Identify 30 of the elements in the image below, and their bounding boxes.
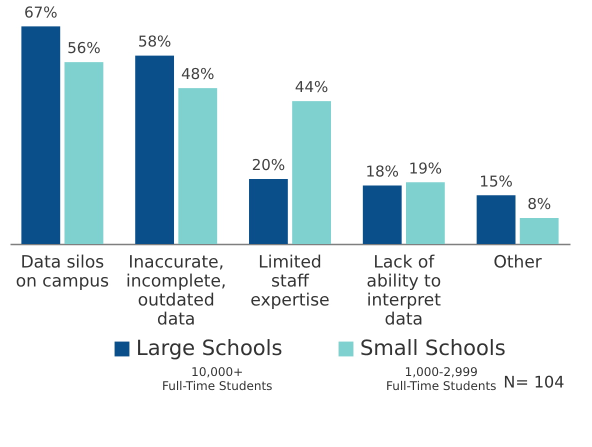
bar bbox=[476, 195, 516, 244]
x-tick-label: Lack of ability to interpret data bbox=[366, 252, 442, 330]
data-label: 20% bbox=[252, 156, 286, 174]
bar bbox=[64, 62, 104, 244]
x-tick-label: Limited staff expertise bbox=[250, 252, 330, 310]
data-label: 18% bbox=[366, 162, 399, 181]
data-label: 8% bbox=[527, 195, 552, 214]
legend-label: Small Schools bbox=[360, 336, 506, 360]
legend-label: Large Schools bbox=[136, 336, 282, 360]
bar bbox=[406, 182, 445, 244]
text: N= 104 bbox=[503, 372, 564, 392]
data-label: 15% bbox=[479, 172, 513, 190]
data-label: 19% bbox=[408, 159, 442, 178]
x-tick-label: Inaccurate, incomplete, outdated data bbox=[126, 252, 226, 330]
text: 1,000-2,999 Full-Time Students bbox=[386, 365, 496, 393]
data-label: 44% bbox=[294, 78, 328, 96]
bar bbox=[178, 88, 218, 244]
bar bbox=[249, 179, 288, 244]
data-label: 58% bbox=[138, 32, 172, 51]
text: 10,000+ Full-Time Students bbox=[162, 365, 272, 393]
data-label: 67% bbox=[24, 3, 58, 22]
bar bbox=[520, 218, 559, 244]
bar bbox=[21, 26, 60, 244]
bar bbox=[362, 186, 402, 244]
x-tick-label: Other bbox=[494, 252, 542, 272]
x-tick-label: Data silos on campus bbox=[16, 252, 110, 292]
bar bbox=[292, 101, 331, 244]
data-label: 48% bbox=[181, 65, 214, 84]
data-label: 56% bbox=[67, 39, 101, 58]
bar bbox=[135, 56, 174, 244]
